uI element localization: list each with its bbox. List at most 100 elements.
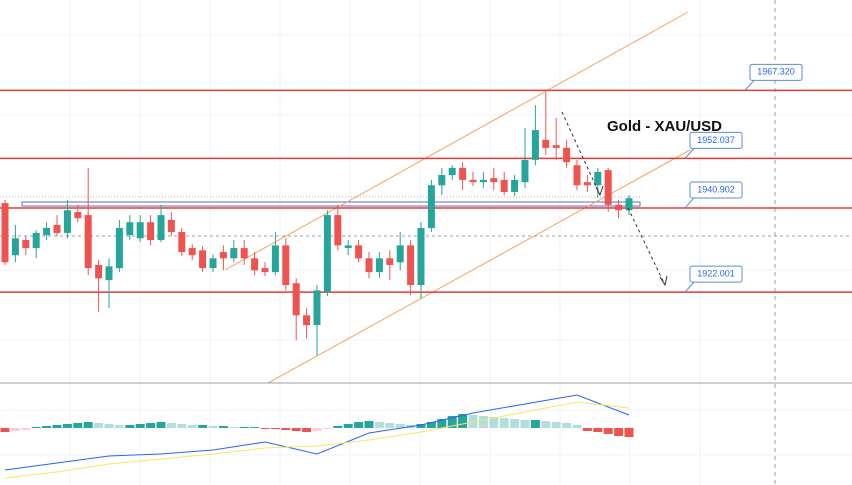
macd-histogram-bar — [73, 423, 83, 428]
callout-connector — [744, 79, 755, 91]
candle-body — [11, 238, 19, 256]
candle-body — [438, 175, 446, 186]
level-label: 1952.037 — [697, 135, 735, 145]
candle-body — [615, 204, 623, 211]
macd-histogram-bar — [94, 423, 104, 428]
candle-body — [188, 248, 196, 256]
candle-body — [157, 215, 165, 241]
macd-histogram-bar — [343, 424, 353, 428]
candle-body — [136, 222, 144, 239]
candle-body — [282, 245, 290, 286]
candle-body — [604, 170, 612, 205]
macd-histogram-bar — [198, 425, 208, 428]
candle-body — [479, 179, 487, 183]
candle-body — [375, 258, 383, 273]
macd-histogram-bar — [156, 422, 166, 428]
channel-upper — [224, 11, 689, 271]
candle-body — [542, 139, 550, 148]
candle-body — [427, 185, 435, 229]
candle-body — [219, 252, 227, 259]
candle-body — [22, 240, 30, 249]
macd-histogram-bar — [530, 420, 540, 428]
macd-histogram-bar — [270, 428, 280, 429]
macd-histogram-bar — [510, 419, 520, 428]
macd-histogram-bar — [312, 428, 322, 431]
candle-body — [521, 159, 529, 183]
candle-body — [365, 258, 373, 273]
macd-histogram-bar — [333, 426, 343, 428]
macd-histogram-bar — [447, 416, 457, 428]
macd-histogram-bar — [250, 427, 260, 428]
macd-line — [4, 401, 630, 479]
macd-histogram-bar — [208, 426, 218, 428]
candle-body — [323, 215, 331, 293]
candle-body — [490, 178, 498, 183]
macd-histogram-bar — [229, 427, 239, 428]
level-label: 1922.001 — [697, 269, 735, 279]
candle-body — [199, 250, 207, 269]
macd-histogram-bar — [260, 428, 270, 429]
macd-histogram-bar — [0, 428, 10, 432]
candle-body — [178, 232, 186, 253]
chart-title: Gold - XAU/USD — [607, 118, 722, 135]
macd-histogram-bar — [218, 426, 228, 428]
candle-body — [1, 203, 9, 263]
level-label: 1940.902 — [697, 184, 735, 194]
candle-body — [105, 266, 113, 281]
macd-histogram-bar — [426, 422, 436, 428]
macd-histogram-bar — [125, 425, 135, 428]
macd-histogram-bar — [489, 417, 499, 428]
macd-histogram-bar — [31, 427, 41, 428]
callout-box — [749, 63, 803, 81]
macd-histogram-bar — [21, 428, 31, 430]
candle-body — [407, 245, 415, 286]
candle-body — [303, 315, 311, 326]
candle-body — [261, 268, 269, 273]
candle-body — [167, 220, 175, 233]
macd-histogram-bar — [104, 424, 114, 428]
candle-body — [344, 245, 352, 249]
candle-body — [126, 222, 134, 236]
macd-histogram-bar — [416, 424, 426, 428]
macd-histogram-bar — [114, 425, 124, 428]
macd-histogram-bar — [52, 425, 62, 428]
macd-histogram-bar — [291, 428, 301, 431]
macd-histogram-bar — [281, 428, 291, 430]
macd-histogram-bar — [62, 424, 72, 428]
macd-histogram-bar — [614, 428, 624, 436]
macd-histogram-bar — [146, 423, 156, 428]
candle-body — [74, 211, 82, 219]
macd-histogram-bar — [354, 422, 364, 428]
arrow-head — [659, 275, 668, 287]
candle-body — [563, 147, 571, 163]
level-label: 1967.320 — [757, 67, 795, 77]
macd-line — [4, 394, 630, 471]
candle-body — [251, 258, 259, 271]
candle-body — [355, 245, 363, 259]
candle-body — [147, 222, 155, 241]
macd-histogram-bar — [135, 424, 145, 428]
candle-body — [292, 283, 300, 316]
macd-histogram-bar — [624, 428, 634, 437]
channel-lower — [267, 149, 691, 384]
macd-histogram-bar — [10, 428, 20, 431]
callout-box — [689, 265, 743, 283]
candle-body — [583, 182, 591, 186]
candle-body — [459, 167, 467, 180]
macd-histogram-bar — [395, 424, 405, 428]
callout-connector — [684, 281, 695, 293]
macd-histogram-bar — [187, 425, 197, 428]
callout-connector — [684, 197, 695, 209]
macd-histogram-bar — [458, 414, 468, 428]
candle-body — [334, 215, 342, 246]
zone-line — [21, 201, 641, 207]
candle-body — [396, 245, 404, 263]
candle-body — [417, 228, 425, 286]
callout-connector — [684, 148, 695, 159]
macd-histogram-bar — [166, 423, 176, 428]
macd-histogram-bar — [322, 428, 332, 429]
macd-histogram-bar — [364, 421, 374, 428]
candle-body — [209, 258, 217, 269]
candle-body — [625, 198, 633, 211]
